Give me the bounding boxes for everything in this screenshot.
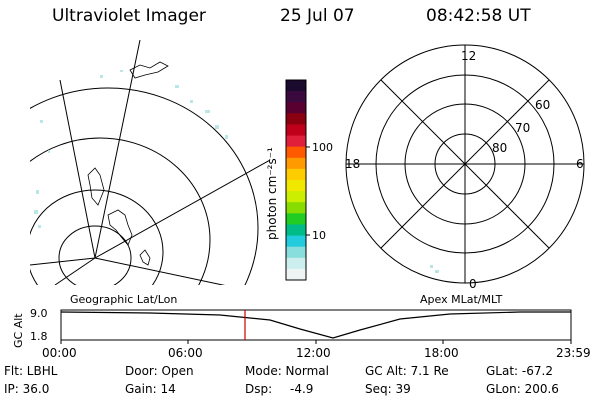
- colorbar-cell: [286, 191, 306, 203]
- colorbar-cell: [286, 168, 306, 181]
- polar-plot: 12 18 6 0 60 70 80: [345, 44, 585, 291]
- colorbar-unit-label: photon cm⁻²s⁻¹: [265, 147, 279, 240]
- mlt-label-12: 12: [461, 49, 476, 63]
- colorbar-cell: [286, 257, 306, 270]
- colorbar-tick-100: 100: [312, 141, 333, 154]
- seq-info: Seq: 39: [365, 382, 411, 396]
- time-tick-2359: 23:59: [556, 346, 591, 360]
- gc-alt-info: GC Alt: 7.1 Re: [365, 364, 449, 378]
- gain-info: Gain: 14: [125, 382, 176, 396]
- colorbar-cell: [286, 91, 306, 103]
- mlt-label-18: 18: [345, 157, 360, 171]
- time-tick-0000: 00:00: [42, 346, 77, 360]
- timeline-y-title: GC Alt: [12, 313, 25, 348]
- filter-info: Flt: LBHL: [4, 364, 58, 378]
- colorbar-cell: [286, 102, 306, 114]
- mlt-label-6: 6: [576, 157, 584, 171]
- colorbar-cell: [286, 157, 306, 170]
- timeline-y-tick-9: 9.0: [30, 307, 48, 320]
- glat-info: GLat: -67.2: [486, 364, 553, 378]
- time-tick-1200: 12:00: [296, 346, 331, 360]
- colorbar-cell: [286, 268, 306, 281]
- door-info: Door: Open: [125, 364, 194, 378]
- glon-info: GLon: 200.6: [486, 382, 559, 396]
- time-tick-1800: 18:00: [424, 346, 459, 360]
- colorbar-cell: [286, 224, 306, 237]
- geographic-label: Geographic Lat/Lon: [70, 293, 178, 306]
- mlt-label-0: 0: [469, 277, 477, 291]
- colorbar-cell: [286, 235, 306, 248]
- instrument-title: Ultraviolet Imager: [52, 6, 206, 26]
- colorbar-cell: [286, 146, 306, 159]
- lat-label-60: 60: [535, 98, 550, 112]
- ip-info: IP: 36.0: [4, 382, 50, 396]
- colorbar-cell: [286, 124, 306, 137]
- observation-date: 25 Jul 07: [280, 6, 355, 26]
- timeline-y-tick-1.8: 1.8: [30, 330, 48, 343]
- mode-info: Mode: Normal: [245, 364, 329, 378]
- altitude-timeline: GC Alt 9.0 1.8 00:00 06:00 12:00 18:00 2…: [12, 307, 591, 360]
- colorbar-tick-10: 10: [312, 229, 326, 242]
- time-tick-0600: 06:00: [168, 346, 203, 360]
- observation-time: 08:42:58 UT: [426, 6, 531, 26]
- lat-label-80: 80: [492, 141, 507, 155]
- colorbar-cell: [286, 113, 306, 125]
- dsp-label: Dsp:: [245, 382, 273, 396]
- lat-label-70: 70: [515, 121, 530, 135]
- colorbar-cell: [286, 80, 306, 92]
- colorbar-cell: [286, 180, 306, 192]
- geographic-map: [30, 40, 270, 285]
- colorbar-cell: [286, 202, 306, 214]
- dsp-value: -4.9: [290, 382, 314, 396]
- colorbar-cell: [286, 246, 306, 259]
- colorbar-cell: [286, 213, 306, 225]
- intensity-colorbar: 100 10 photon cm⁻²s⁻¹: [265, 79, 333, 281]
- apex-label: Apex MLat/MLT: [420, 293, 503, 306]
- colorbar-cell: [286, 135, 306, 148]
